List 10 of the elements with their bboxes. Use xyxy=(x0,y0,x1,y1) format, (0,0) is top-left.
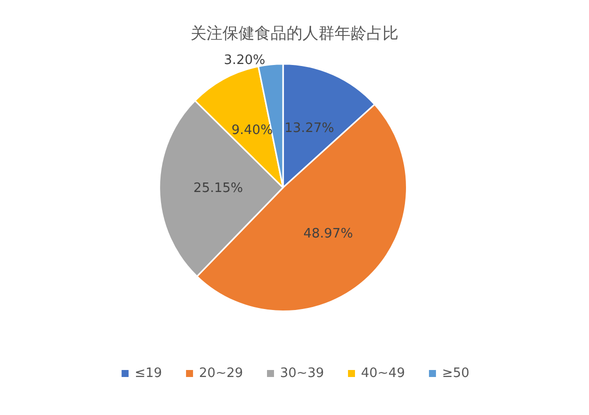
data-label: 13.27% xyxy=(284,120,334,136)
data-label: 48.97% xyxy=(303,226,353,242)
legend-label: 40~49 xyxy=(360,366,405,381)
legend-label: 20~29 xyxy=(199,366,244,381)
legend-label: ≥50 xyxy=(442,366,470,381)
data-label: 3.20% xyxy=(224,53,266,68)
legend-label: 30~39 xyxy=(280,366,324,381)
chart-title: 关注保健食品的人群年龄占比 xyxy=(190,24,398,42)
data-label: 25.15% xyxy=(193,180,243,196)
legend-label: ≤19 xyxy=(134,366,162,381)
